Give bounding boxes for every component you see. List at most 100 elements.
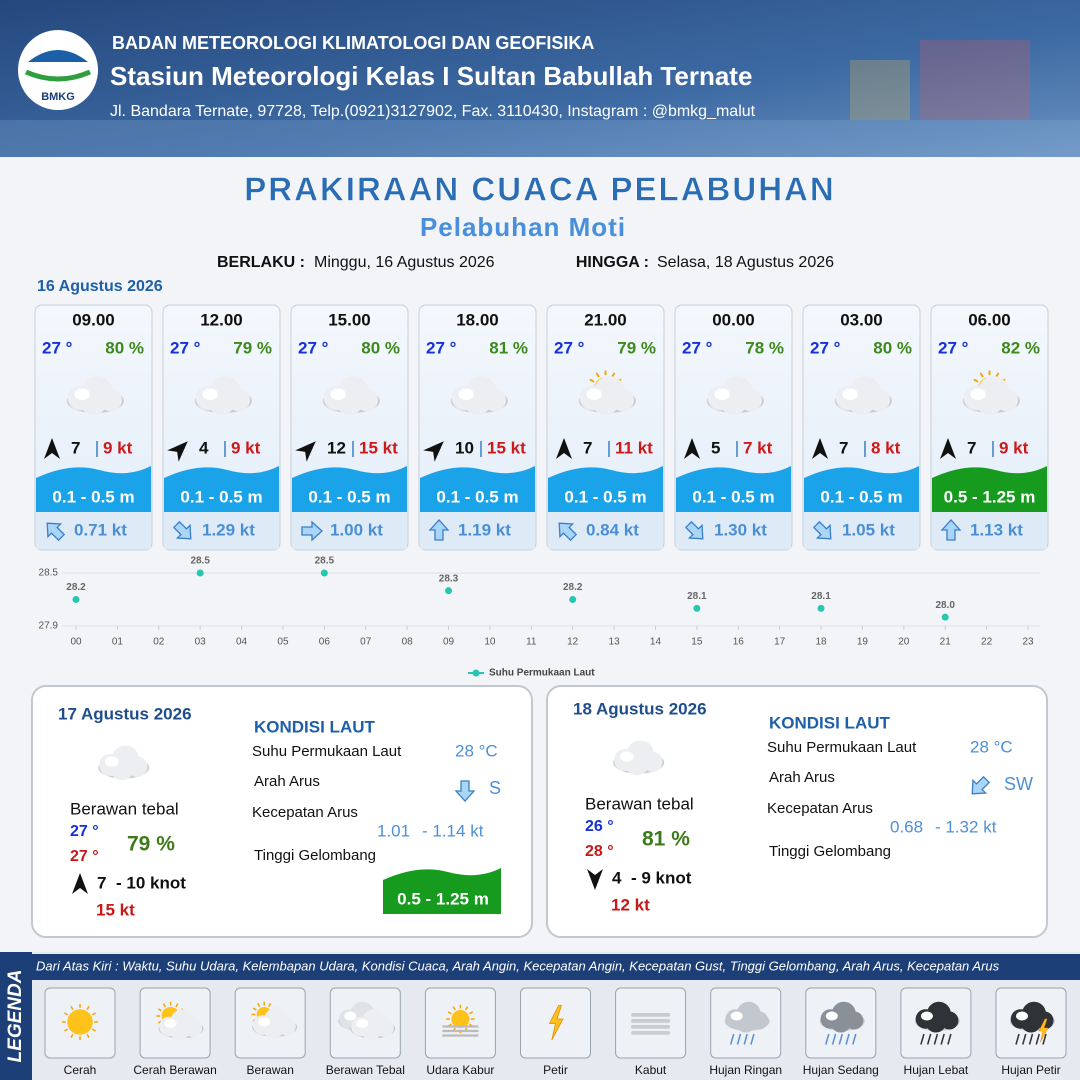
x-tick-label: 23 xyxy=(1022,637,1034,648)
icon xyxy=(46,522,66,542)
wind-arrow xyxy=(812,438,828,459)
time: 00.00 xyxy=(712,310,755,329)
cloud-highlight xyxy=(330,388,346,400)
y-tick-label: 27.9 xyxy=(39,621,59,632)
current-speed: 1.05 kt xyxy=(842,520,895,539)
wave xyxy=(548,466,663,512)
wave-label: Tinggi Gelombang xyxy=(769,843,891,860)
sun-ray xyxy=(70,1006,74,1011)
cloud-highlight xyxy=(714,388,730,400)
current-speed-label: Kecepatan Arus xyxy=(252,804,358,821)
x-tick-label: 18 xyxy=(815,637,827,648)
wind-range: - 9 knot xyxy=(631,868,692,887)
icon xyxy=(301,520,323,542)
current-speed-label: Kecepatan Arus xyxy=(767,800,873,817)
icon xyxy=(295,441,316,462)
x-tick-label: 20 xyxy=(898,637,910,648)
header-banner xyxy=(0,0,1080,157)
logo-mark xyxy=(24,69,92,82)
rain xyxy=(1028,1033,1034,1045)
point xyxy=(941,613,949,621)
current-dir-label: Arah Arus xyxy=(769,769,835,786)
wind-arrow xyxy=(684,438,700,459)
fog xyxy=(631,1031,671,1035)
fog xyxy=(631,1019,671,1023)
logo-text: BMKG xyxy=(41,91,75,103)
wind-speed: 7 xyxy=(967,438,976,457)
sun-ray xyxy=(175,1003,179,1008)
wind-arrow xyxy=(44,438,60,459)
current-arrow xyxy=(454,780,476,802)
sun-ray xyxy=(995,372,1000,378)
sun-ray xyxy=(91,1028,96,1032)
cloud-highlight xyxy=(842,388,858,400)
sun xyxy=(67,1009,93,1035)
data-label: 28.2 xyxy=(563,582,583,593)
wave-height: 0.1 - 0.5 m xyxy=(180,487,262,506)
sun-ray xyxy=(86,1006,90,1011)
x-tick-label: 07 xyxy=(360,637,372,648)
icon xyxy=(44,438,60,459)
sea-title: KONDISI LAUT xyxy=(769,713,891,732)
icon xyxy=(66,376,124,416)
sst: 28 °C xyxy=(970,737,1013,756)
current-speed: 1.19 kt xyxy=(458,520,511,539)
point xyxy=(693,604,701,612)
wave-height: 0.5 - 1.25 m xyxy=(397,889,489,908)
legend-item-label: Udara Kabur xyxy=(426,1063,494,1077)
address: Jl. Bandara Ternate, 97728, Telp.(0921)3… xyxy=(110,103,756,120)
rain xyxy=(1015,1033,1020,1045)
sun-ray xyxy=(268,1003,272,1008)
temperature: 27 ° xyxy=(810,338,841,357)
panel-date: 18 Agustus 2026 xyxy=(573,699,707,718)
icon xyxy=(914,1001,960,1045)
x-tick-label: 22 xyxy=(981,637,993,648)
legend-item-label: Hujan Petir xyxy=(1001,1063,1060,1077)
point xyxy=(196,569,204,577)
cloud-highlight xyxy=(1016,1011,1028,1021)
legend-item-label: Cerah Berawan xyxy=(133,1063,216,1077)
rain xyxy=(750,1033,755,1045)
data-label: 28.0 xyxy=(935,600,955,611)
sun-ray xyxy=(465,1006,469,1011)
current-arrow xyxy=(558,522,578,542)
temp-max: 27 ° xyxy=(70,848,99,865)
cloud-highlight xyxy=(920,1011,933,1021)
icon xyxy=(72,873,88,894)
sun-ray xyxy=(70,1033,74,1038)
icon xyxy=(578,370,636,416)
current-speed-max: - 1.32 kt xyxy=(935,817,997,836)
rain xyxy=(940,1033,945,1045)
icon xyxy=(1038,1018,1049,1043)
wind-speed: 4 xyxy=(199,438,209,457)
x-tick-label: 19 xyxy=(857,637,869,648)
condition: Berawan tebal xyxy=(585,794,694,813)
cloud-highlight xyxy=(202,388,218,400)
cloud-highlight xyxy=(970,388,986,400)
sun-ray xyxy=(611,372,616,378)
wind-range: - 10 knot xyxy=(116,873,186,892)
x-tick-label: 14 xyxy=(650,637,662,648)
subtitle: Pelabuhan Moti xyxy=(420,212,626,242)
icon xyxy=(454,780,476,802)
icon xyxy=(98,745,150,781)
wave-height: 0.1 - 0.5 m xyxy=(52,487,134,506)
agency: BADAN METEOROLOGI KLIMATOLOGI DAN GEOFIS… xyxy=(112,33,594,53)
wave-height: 0.1 - 0.5 m xyxy=(564,487,646,506)
cloud-highlight xyxy=(620,751,634,762)
rain xyxy=(1042,1033,1047,1045)
rain xyxy=(920,1033,925,1045)
current-speed: 0.84 kt xyxy=(586,520,639,539)
current-arrow xyxy=(971,775,991,795)
day-panel xyxy=(546,685,1048,938)
humidity: 81 % xyxy=(642,828,690,851)
humidity: 79 % xyxy=(233,338,272,357)
point xyxy=(72,596,80,603)
time: 18.00 xyxy=(456,310,499,329)
legend-item-label: Berawan xyxy=(247,1063,294,1077)
current-speed: 1.29 kt xyxy=(202,520,255,539)
cloud-highlight xyxy=(105,756,119,767)
time: 12.00 xyxy=(200,310,243,329)
wind-arrow xyxy=(423,441,444,462)
x-tick-label: 17 xyxy=(774,637,786,648)
